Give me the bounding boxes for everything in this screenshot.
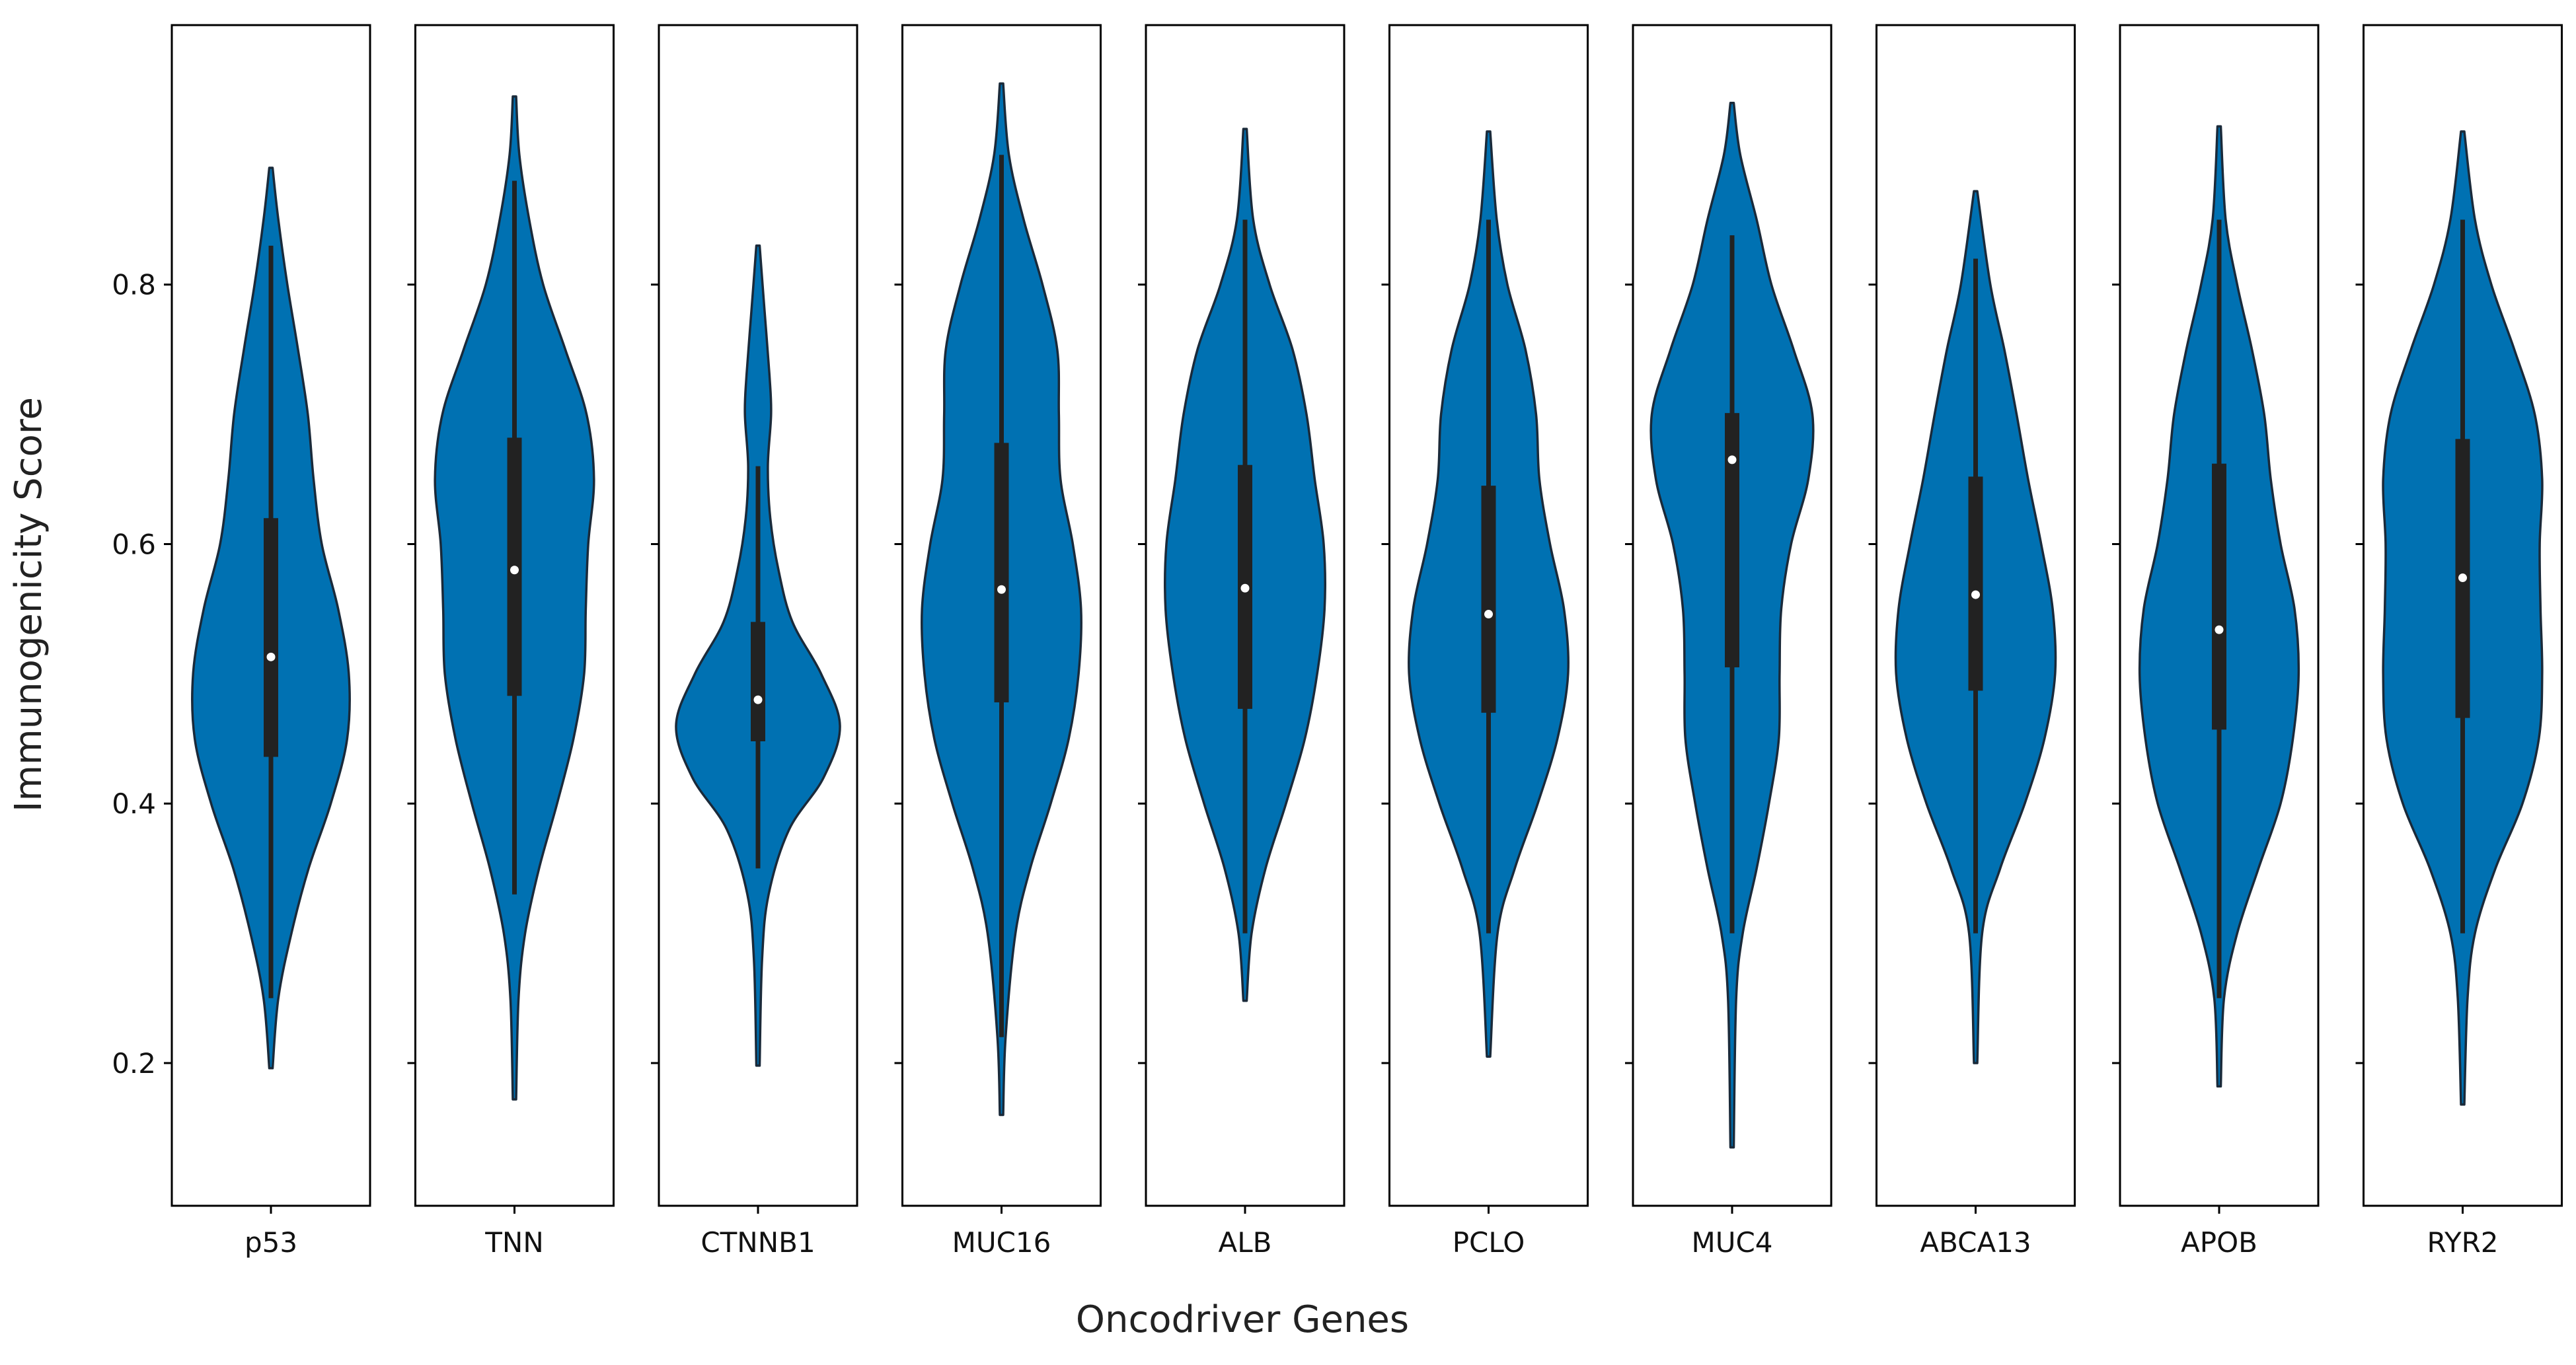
violin-iqr-box [1968, 476, 1983, 691]
x-tick-label: p53 [245, 1226, 297, 1259]
violin-median-dot [1240, 583, 1250, 593]
violin-panel-p53: p53 [164, 24, 371, 1259]
violin-panel-abca13: ABCA13 [1868, 24, 2076, 1259]
violin-median-dot [1727, 455, 1737, 464]
violin-panel-ryr2: RYR2 [2355, 24, 2563, 1259]
x-tick-label: CTNNB1 [701, 1226, 815, 1259]
violin-iqr-box [264, 518, 278, 757]
y-tick-label: 0.4 [112, 788, 156, 820]
violin-median-dot [997, 585, 1006, 594]
x-tick-label: APOB [2181, 1226, 2257, 1259]
violin-panel-apob: APOB [2112, 24, 2320, 1259]
y-tick-label: 0.2 [112, 1047, 156, 1080]
violin-iqr-box [1481, 486, 1496, 713]
x-tick-label: MUC4 [1691, 1226, 1772, 1259]
x-tick-label: MUC16 [952, 1226, 1051, 1259]
x-tick-label: TNN [484, 1226, 544, 1259]
y-tick-label: 0.8 [112, 269, 156, 301]
x-tick-label: ABCA13 [1920, 1226, 2031, 1259]
violin-panel-tnn: TNN [407, 24, 615, 1259]
violin-panel-pclo: PCLO [1381, 24, 1589, 1259]
violin-iqr-box [751, 622, 765, 741]
violin-panel-ctnnb1: CTNNB1 [651, 24, 858, 1259]
x-axis-title: Oncodriver Genes [1076, 1298, 1409, 1341]
violin-median-dot [2215, 625, 2224, 634]
violin-median-dot [753, 695, 763, 704]
violin-panel-muc4: MUC4 [1625, 24, 1833, 1259]
x-tick-label: ALB [1219, 1226, 1272, 1259]
violin-median-dot [2458, 573, 2467, 583]
violin-panels: p53 TNN CTNNB1 MUC16 ALB PCLO MUC4 ABCA13 APOB RY… [112, 24, 2563, 1259]
violin-median-dot [1971, 590, 1980, 599]
violin-iqr-box [994, 443, 1009, 703]
y-tick-label: 0.6 [112, 528, 156, 560]
violin-median-dot [1484, 610, 1493, 619]
violin-panel-alb: ALB [1138, 24, 1345, 1259]
violin-median-dot [510, 566, 519, 575]
y-axis-title: Immunogenicity Score [7, 397, 50, 812]
violin-iqr-box [1725, 413, 1739, 668]
violin-panel-muc16: MUC16 [894, 24, 1102, 1259]
x-tick-label: PCLO [1453, 1226, 1525, 1259]
violin-iqr-box [2212, 463, 2226, 730]
x-tick-label: RYR2 [2427, 1226, 2498, 1259]
violin-median-dot [266, 652, 276, 661]
